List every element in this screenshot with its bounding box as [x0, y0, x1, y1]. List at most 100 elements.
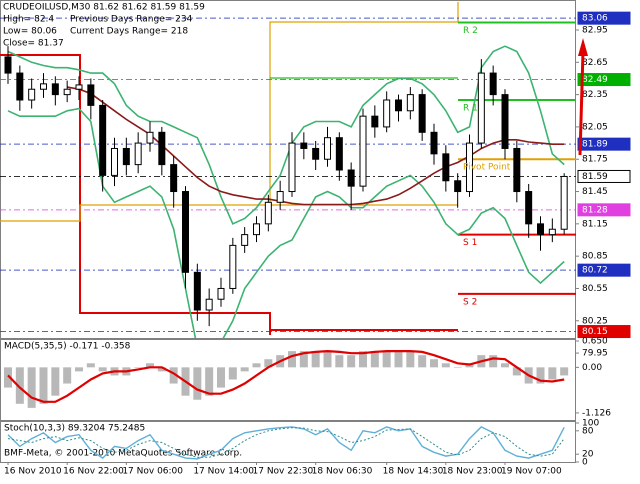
- y-tick-label: 0.00: [582, 363, 602, 373]
- info-prev-range: Previous Days Range= 234: [70, 15, 193, 25]
- signal-arrow: [578, 38, 588, 156]
- y-tick-label: 80: [582, 426, 594, 436]
- candle-body: [288, 142, 296, 193]
- y-tick-label: 80.85: [582, 252, 608, 262]
- candle-body: [501, 94, 509, 149]
- info-high: High= 82.4: [3, 15, 54, 25]
- macd-bar: [4, 367, 12, 388]
- candle-body: [312, 147, 320, 160]
- candle-body: [525, 191, 533, 225]
- macd-bar: [323, 351, 332, 368]
- macd-bar: [228, 367, 237, 380]
- price-tag-label: 81.59: [582, 172, 608, 182]
- pivot-label: S 2: [463, 297, 477, 307]
- candle-body: [182, 191, 189, 273]
- macd-bar: [501, 363, 509, 368]
- y-tick-label: 0: [582, 458, 588, 468]
- macd-bar: [536, 367, 545, 384]
- candle-body: [454, 180, 462, 193]
- info-close: Close= 81.37: [3, 39, 64, 49]
- macd-bar: [418, 355, 427, 368]
- main-plot: [0, 17, 576, 338]
- macd-bar: [548, 367, 557, 380]
- macd-bar: [86, 363, 95, 368]
- macd-bar: [441, 363, 450, 368]
- macd-bar: [382, 351, 391, 368]
- macd-bar: [39, 367, 48, 404]
- macd-bar: [453, 367, 462, 368]
- macd-bar: [193, 367, 202, 400]
- pivot-label: R 2: [463, 26, 478, 36]
- candle-body: [87, 84, 95, 106]
- pivot-label: S 1: [463, 238, 477, 248]
- info-cur-range: Current Days Range= 218: [70, 27, 188, 37]
- candle-body: [395, 99, 402, 112]
- y-tick-label: 81.15: [582, 219, 608, 229]
- macd-bar: [146, 363, 154, 368]
- macd-bar: [63, 367, 72, 384]
- y-tick-label: 82.65: [582, 58, 608, 68]
- price-tag-label: 80.72: [582, 266, 608, 276]
- y-tick-label: 82.95: [582, 26, 608, 36]
- price-tag-label: 81.89: [582, 140, 608, 150]
- y-tick-label: 20: [582, 450, 594, 460]
- candle-body: [324, 137, 331, 160]
- macd-bar: [560, 367, 569, 376]
- macd-bar: [430, 359, 438, 368]
- candle-body: [513, 147, 521, 193]
- candle-body: [430, 131, 438, 155]
- macd-bar: [335, 355, 344, 368]
- chart-title: CRUDEOILUSD,M30 81.62 81.62 81.59 81.59: [3, 3, 205, 13]
- candle-body: [146, 131, 154, 144]
- candle-body: [158, 131, 166, 166]
- macd-bar: [75, 367, 83, 372]
- macd-bar: [264, 359, 273, 368]
- macd-bar: [252, 363, 261, 368]
- macd-bar: [394, 351, 403, 368]
- y-tick-label: 81.45: [582, 187, 608, 197]
- candle-body: [122, 147, 130, 166]
- candle-body: [28, 88, 36, 101]
- candle-body: [264, 201, 272, 225]
- macd-bar: [347, 355, 356, 368]
- candle-body: [16, 72, 24, 101]
- macd-bar: [240, 367, 249, 372]
- macd-bar: [370, 351, 379, 368]
- x-tick-label: 18 Nov 14:30: [383, 467, 444, 477]
- stoch-title: Stoch(10,3,3) 89.3204 75.2485: [4, 424, 145, 434]
- x-tick-label: 17 Nov 22:30: [253, 467, 314, 477]
- price-tag-label: 81.28: [582, 205, 608, 215]
- x-tick-label: 17 Nov 06:00: [122, 467, 183, 477]
- price-tag: [577, 73, 631, 87]
- y-tick-label: 82.05: [582, 122, 608, 132]
- macd-bar: [406, 351, 415, 368]
- candle-body: [75, 84, 83, 90]
- y-tick-label: 100: [582, 419, 599, 429]
- macd-bar: [512, 367, 521, 376]
- candle-body: [229, 244, 237, 289]
- y-tick-label: 80.55: [582, 284, 608, 294]
- candle-body: [300, 142, 308, 149]
- x-tick-label: 18 Nov 23:00: [442, 467, 503, 477]
- candle-body: [383, 99, 391, 128]
- candle-body: [560, 175, 568, 230]
- x-tick-label: 17 Nov 14:00: [193, 467, 254, 477]
- x-tick-label: 16 Nov 2010: [4, 467, 62, 477]
- candle-body: [111, 147, 118, 176]
- pivot-label: Pivot Point: [463, 163, 511, 173]
- stoch-main: [7, 426, 565, 460]
- macd-bar: [217, 367, 225, 388]
- candle-body: [241, 234, 249, 246]
- candle-body: [193, 271, 201, 311]
- macd-bar: [169, 367, 178, 384]
- candle-body: [205, 298, 213, 311]
- candle-body: [170, 164, 178, 193]
- y-tick-label: 79.95: [582, 349, 608, 359]
- candle-body: [51, 83, 59, 96]
- candle-body: [442, 153, 450, 182]
- x-tick-label: 19 Nov 07:00: [501, 467, 562, 477]
- candle-body: [134, 142, 142, 166]
- candle-body: [217, 287, 225, 300]
